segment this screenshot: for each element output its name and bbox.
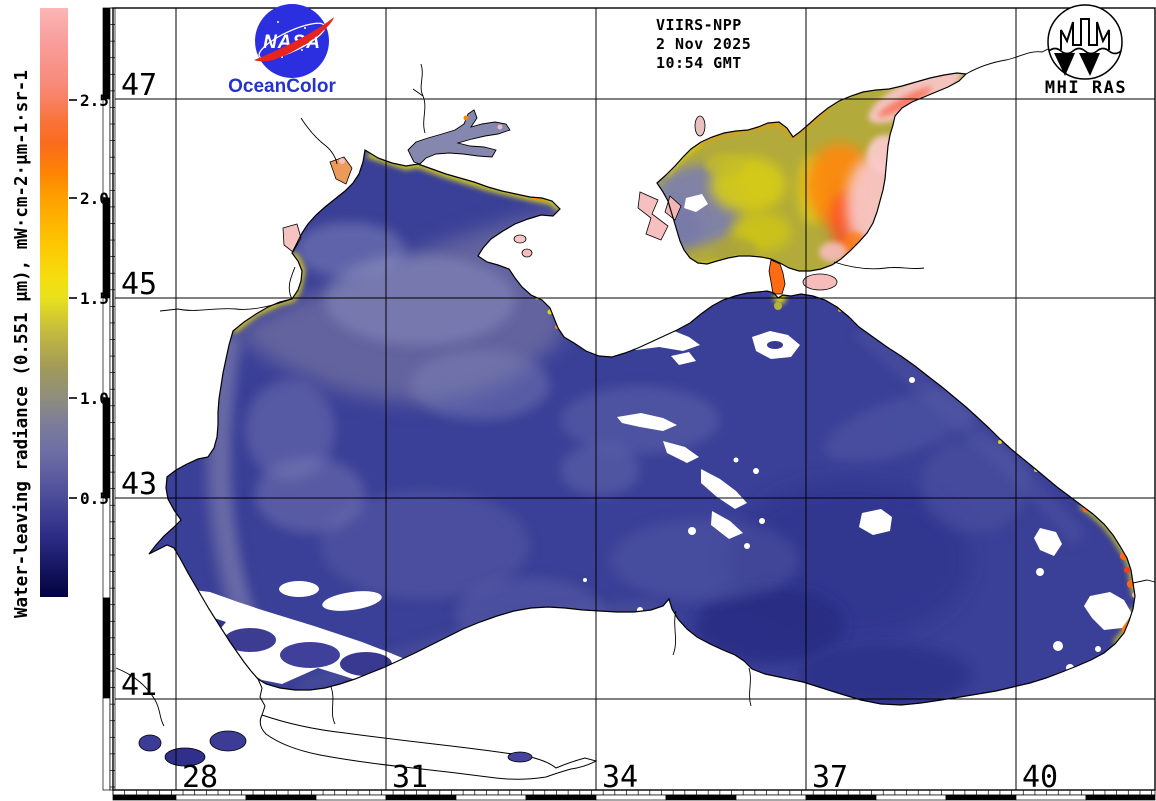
mhi-ras-label: MHI RAS: [1045, 78, 1127, 98]
lat-label-41: 41: [121, 668, 157, 703]
colorbar-gradient: [40, 8, 68, 597]
longitude-ruler: [112, 789, 1156, 801]
rivers: [115, 45, 1156, 727]
satellite-info: VIIRS-NPP 2 Nov 2025 10:54 GMT: [656, 16, 751, 72]
mhi-logo-circle: [1047, 4, 1123, 80]
acquisition-time: 10:54 GMT: [656, 54, 742, 72]
kerch-strait: [768, 259, 786, 295]
nasa-oceancolor-logo: NASA OceanColor: [228, 4, 336, 97]
grid-lines: [113, 8, 1155, 790]
colorbar-tick-marks: [69, 99, 77, 499]
lat-label-47: 47: [121, 68, 157, 103]
dnieper-bug-estuary: [407, 109, 511, 165]
satellite-sensor: VIIRS-NPP: [656, 16, 742, 34]
colorbar: 2.5 2.0 1.5 1.0 0.5 Water-leaving radian…: [12, 8, 109, 618]
black-sea-texture: [172, 150, 1135, 705]
lat-label-45: 45: [121, 267, 157, 302]
nasa-swoosh-icon: [254, 17, 334, 62]
mhi-ras-logo: MHI RAS: [1045, 4, 1127, 98]
lon-label-37: 37: [812, 760, 848, 795]
colorbar-tick-label: 2.5: [80, 91, 109, 110]
colorbar-axis-label: Water-leaving radiance (0.551 μm), mW·cm…: [12, 70, 32, 618]
map-frame: [112, 7, 1156, 791]
lon-label-31: 31: [392, 760, 428, 795]
marmara-region: [138, 678, 598, 780]
lagoons: [282, 115, 838, 291]
lon-label-28: 28: [182, 760, 218, 795]
mhi-logo-glyph-icon: [1060, 18, 1110, 50]
colorbar-tick-label: 0.5: [80, 489, 109, 508]
oceancolor-label: OceanColor: [228, 76, 336, 97]
lon-label-40: 40: [1022, 760, 1058, 795]
lat-label-43: 43: [121, 467, 157, 502]
map-canvas: 47 45 43 41 28 31 34 37 40: [102, 7, 1156, 801]
colorbar-tick-label: 1.0: [80, 389, 109, 408]
colorbar-tick-label: 2.0: [80, 189, 109, 208]
colorbar-tick-label: 1.5: [80, 289, 109, 308]
acquisition-date: 2 Nov 2025: [656, 35, 751, 53]
lon-label-34: 34: [602, 760, 638, 795]
